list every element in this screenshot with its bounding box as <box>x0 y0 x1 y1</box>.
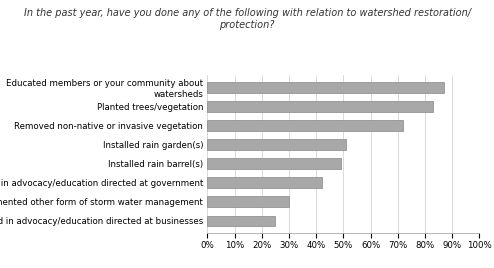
Text: In the past year, have you done any of the following with relation to watershed : In the past year, have you done any of t… <box>24 8 470 30</box>
Bar <box>207 215 276 226</box>
Bar <box>207 101 433 112</box>
Bar <box>207 139 346 150</box>
Bar <box>207 196 289 207</box>
Bar <box>207 177 322 188</box>
Bar <box>207 82 444 93</box>
Bar <box>207 120 403 131</box>
Bar <box>207 158 341 169</box>
